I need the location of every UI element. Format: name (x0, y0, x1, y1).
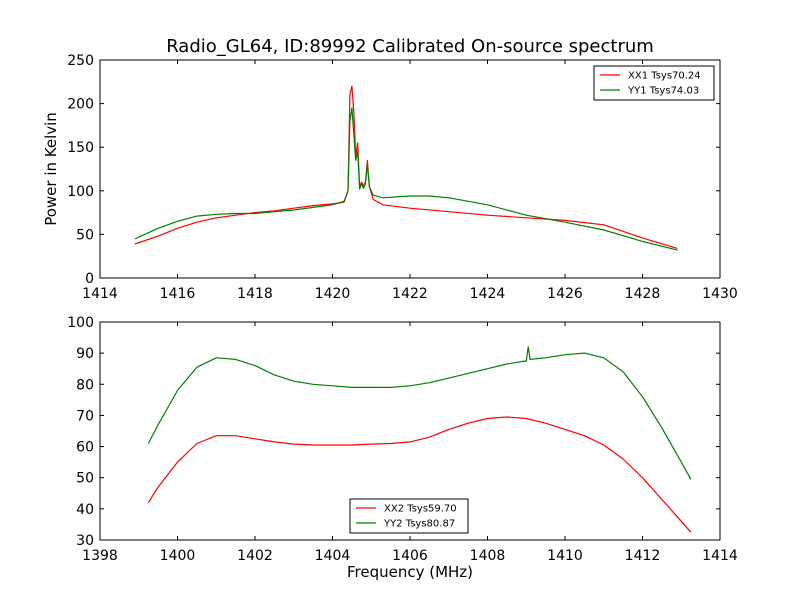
legend-label: XX2 Tsys59.70 (384, 504, 457, 515)
series-line-2 (147, 346, 692, 480)
y-tick-label: 0 (85, 271, 94, 287)
y-axis-label: Power in Kelvin (42, 112, 60, 226)
x-tick-label: 1406 (392, 548, 428, 564)
y-tick-label: 250 (67, 53, 94, 69)
x-tick-label: 1412 (625, 548, 661, 564)
x-tick-label: 1404 (315, 548, 351, 564)
x-tick-label: 1420 (315, 286, 351, 302)
x-tick-label: 1398 (82, 548, 118, 564)
x-tick-label: 1426 (547, 286, 583, 302)
x-tick-label: 1402 (237, 548, 273, 564)
y-tick-label: 70 (76, 408, 94, 424)
legend-box (593, 65, 715, 101)
y-tick-label: 60 (76, 440, 94, 456)
legend-label: YY2 Tsys80.87 (383, 519, 455, 530)
x-tick-label: 1410 (547, 548, 583, 564)
figure-title: Radio_GL64, ID:89992 Calibrated On-sourc… (166, 36, 654, 57)
y-tick-label: 100 (67, 315, 94, 331)
y-tick-label: 50 (76, 471, 94, 487)
x-axis-label: Frequency (MHz) (347, 563, 473, 581)
x-tick-label: 1422 (392, 286, 428, 302)
y-tick-label: 100 (67, 184, 94, 200)
y-tick-label: 40 (76, 502, 94, 518)
x-tick-label: 1416 (160, 286, 196, 302)
y-tick-label: 30 (76, 533, 94, 549)
bottom-spectrum-plot: 1398 1400 1402 1404 1406 1408 1410 1412 1414 30 40… (67, 315, 738, 581)
y-tick-label: 80 (76, 377, 94, 393)
x-tick-label: 1424 (470, 286, 506, 302)
x-tick-label: 1428 (625, 286, 661, 302)
top-spectrum-plot: 1414 1416 1418 1420 1422 1424 1426 1428 1430 0 50 1… (42, 53, 738, 302)
x-tick-label: 1414 (702, 548, 738, 564)
series-line-2 (134, 107, 678, 251)
legend-label: XX1 Tsys70.24 (628, 71, 701, 82)
y-tick-label: 90 (76, 346, 94, 362)
y-tick-label: 50 (76, 227, 94, 243)
x-tick-label: 1418 (237, 286, 273, 302)
x-tick-label: 1400 (160, 548, 196, 564)
y-tick-label: 150 (67, 140, 94, 156)
legend-label: YY1 Tsys74.03 (627, 86, 699, 97)
legend: XX1 Tsys70.24 YY1 Tsys74.03 (593, 65, 715, 101)
series-line-1 (147, 416, 692, 533)
legend: XX2 Tsys59.70 YY2 Tsys80.87 (349, 498, 469, 534)
x-tick-label: 1430 (702, 286, 738, 302)
x-tick-label: 1408 (470, 548, 506, 564)
legend-box (349, 498, 469, 534)
y-tick-label: 200 (67, 97, 94, 113)
x-tick-label: 1414 (82, 286, 118, 302)
